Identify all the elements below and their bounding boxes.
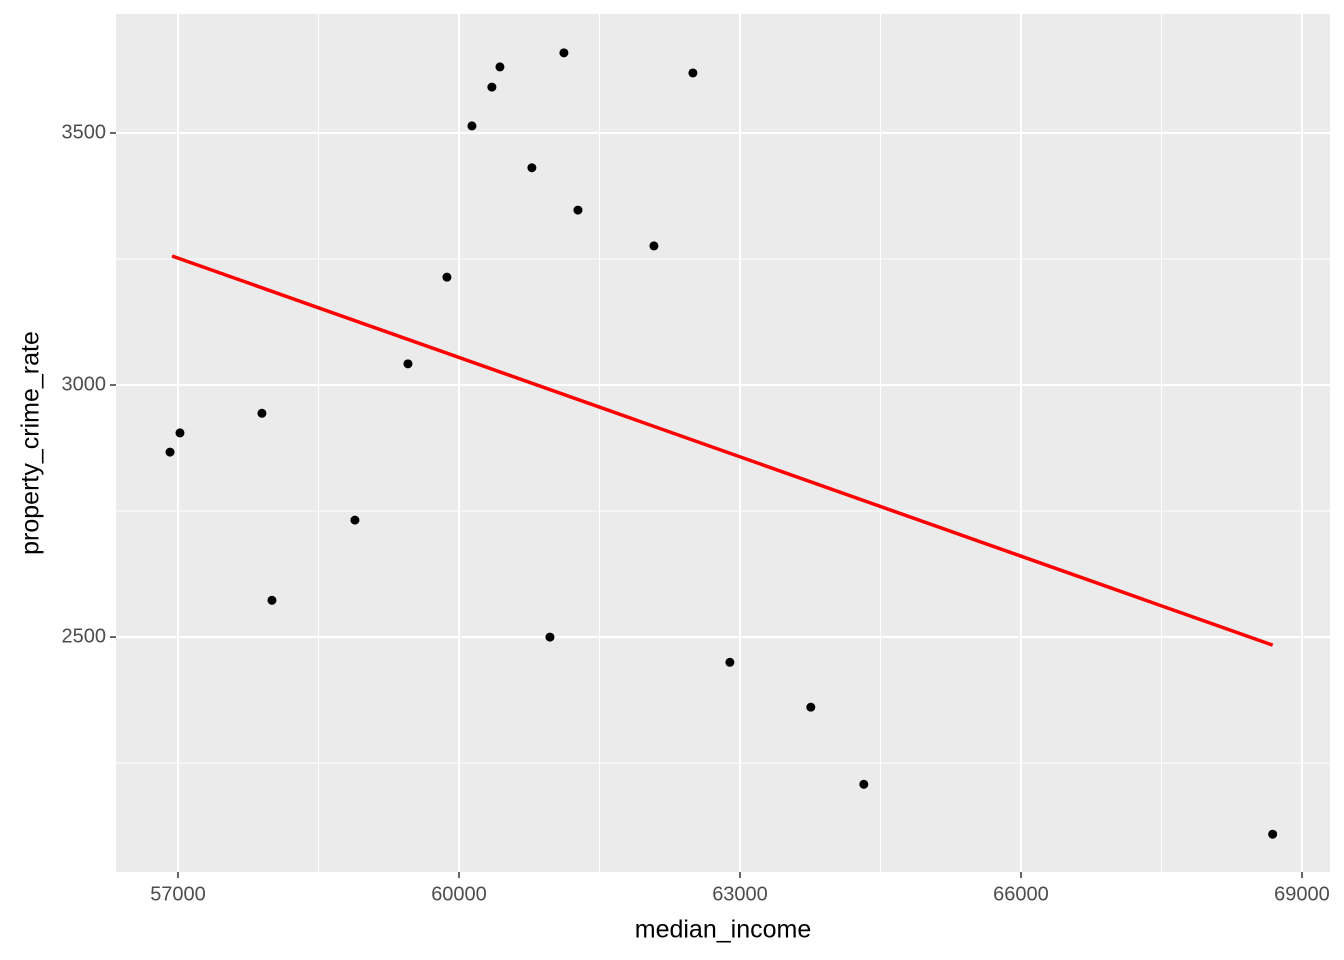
- point: [350, 515, 360, 525]
- point: [495, 62, 505, 72]
- x-tick-label: 63000: [712, 883, 768, 905]
- point: [649, 241, 659, 251]
- point: [688, 68, 698, 78]
- point: [165, 447, 175, 457]
- x-tick-label: 69000: [1274, 883, 1330, 905]
- point: [467, 121, 477, 131]
- y-axis-title: property_crime_rate: [17, 331, 45, 555]
- point: [267, 595, 277, 605]
- point: [559, 48, 569, 58]
- x-tick-label: 66000: [993, 883, 1049, 905]
- point: [725, 657, 735, 667]
- point: [487, 82, 497, 92]
- x-axis-title: median_income: [635, 916, 812, 944]
- point: [806, 702, 816, 712]
- x-tick-label: 60000: [431, 883, 487, 905]
- point: [1268, 829, 1278, 839]
- point: [573, 205, 583, 215]
- point: [257, 408, 267, 418]
- point: [175, 428, 185, 438]
- marks: [165, 48, 1278, 839]
- point: [859, 779, 869, 789]
- x-tick-label: 57000: [150, 883, 206, 905]
- point: [403, 359, 413, 369]
- point: [442, 272, 452, 282]
- grid: [116, 14, 1330, 872]
- y-tick-label: 3500: [62, 121, 107, 143]
- panel: [116, 14, 1330, 872]
- y-tick-label: 2500: [62, 625, 107, 647]
- point: [527, 163, 537, 173]
- point: [545, 632, 555, 642]
- trend-line: [171, 254, 1274, 647]
- y-tick-label: 3000: [62, 373, 107, 395]
